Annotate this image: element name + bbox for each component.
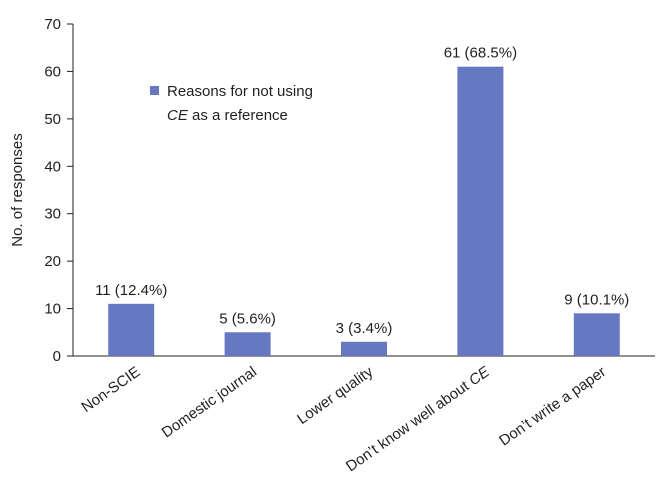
legend-label-line2: CE as a reference	[167, 107, 288, 124]
y-tick-label: 50	[44, 111, 61, 128]
y-tick-label: 30	[44, 206, 61, 223]
legend-italic-ce: CE	[167, 107, 189, 124]
data-label: 5 (5.6%)	[219, 310, 276, 327]
data-label: 9 (10.1%)	[564, 291, 629, 308]
x-axis-labels: Non-SCIE Domestic journal Lower quality Don…	[78, 363, 609, 476]
x-category-label: Don’t write a paper	[496, 363, 609, 449]
bars-group	[108, 66, 620, 356]
x-category-label: Domestic journal	[159, 363, 260, 441]
legend-label-rest: as a reference	[188, 107, 288, 124]
y-axis-title: No. of responses	[9, 133, 26, 246]
bar	[341, 341, 387, 356]
y-tick-label: 40	[44, 158, 61, 175]
y-tick-label: 0	[53, 348, 61, 365]
bar	[108, 303, 155, 356]
bar	[573, 313, 620, 356]
data-labels-group: 11 (12.4%) 5 (5.6%) 3 (3.4%) 61 (68.5%) 9 (1…	[95, 45, 629, 337]
x-category-label: Lower quality	[294, 363, 377, 428]
bar	[457, 66, 504, 356]
y-tick-label: 10	[44, 301, 61, 318]
legend-swatch	[150, 86, 159, 95]
y-tick-label: 20	[44, 253, 61, 270]
bar	[224, 332, 271, 356]
data-label: 3 (3.4%)	[336, 320, 393, 337]
x-category-label: Non-SCIE	[78, 363, 143, 416]
legend-label-line1: Reasons for not using	[167, 83, 313, 100]
data-label: 11 (12.4%)	[95, 282, 167, 299]
y-tick-label: 60	[44, 63, 61, 80]
legend: Reasons for not using CE as a reference	[150, 83, 313, 124]
y-tick-label: 70	[44, 16, 61, 33]
data-label: 61 (68.5%)	[444, 45, 517, 62]
y-axis-ticks: 0 10 20 30 40 50 60 70	[44, 16, 73, 365]
